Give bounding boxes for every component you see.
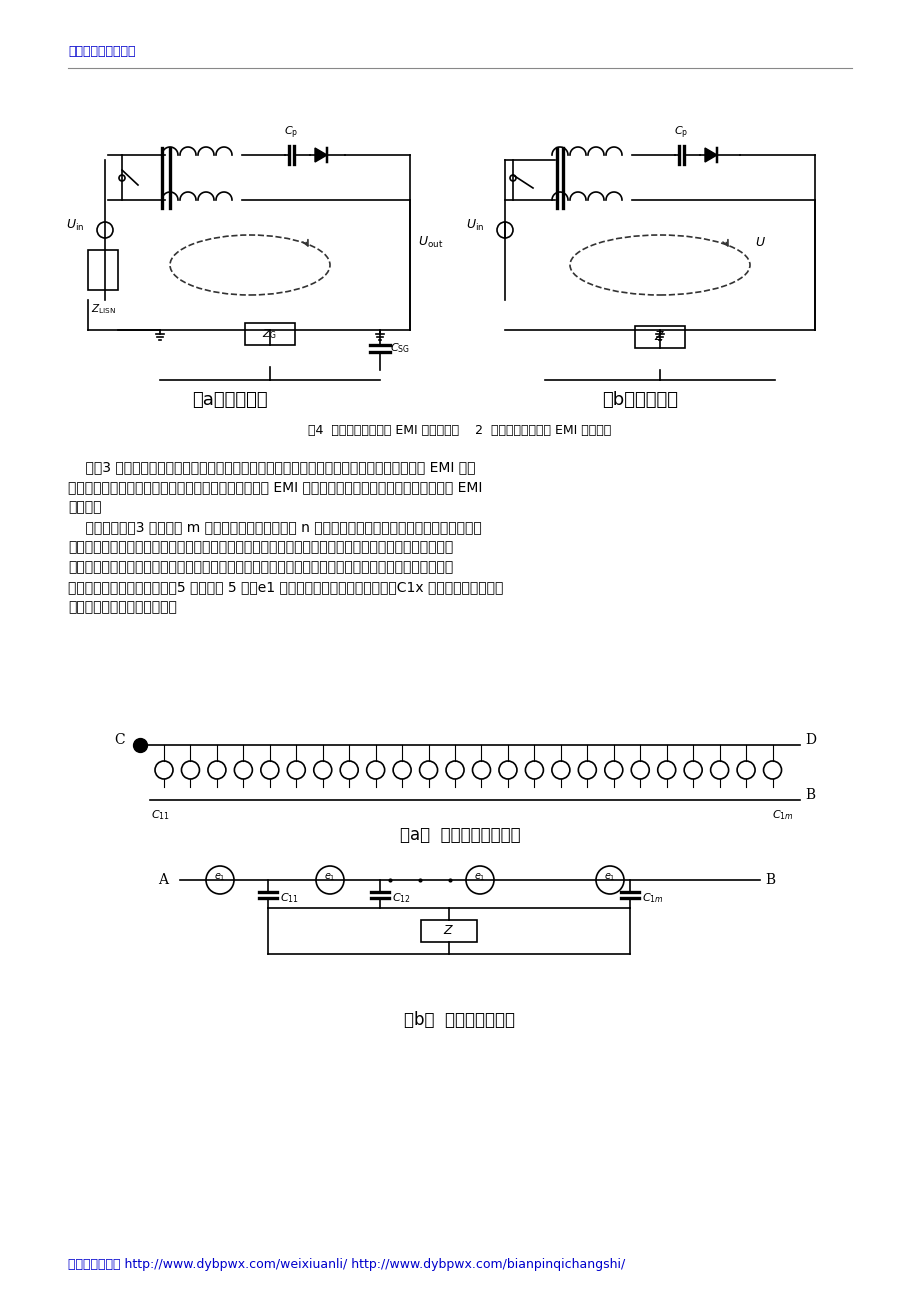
Text: $Z_{\rm LISN}$: $Z_{\rm LISN}$ bbox=[90, 302, 115, 316]
Bar bbox=[421, 921, 476, 943]
Text: $e_1$: $e_1$ bbox=[214, 871, 225, 883]
Text: $U_{\rm out}$: $U_{\rm out}$ bbox=[417, 234, 443, 250]
Text: 组与二次绕组间的寄生电容。: 组与二次绕组间的寄生电容。 bbox=[68, 600, 176, 615]
Text: $Z_{\rm G}$: $Z_{\rm G}$ bbox=[262, 327, 278, 341]
Text: $Z$: $Z$ bbox=[443, 924, 454, 937]
Text: $C_{12}$: $C_{12}$ bbox=[391, 891, 411, 905]
Text: $e_1$: $e_1$ bbox=[323, 871, 335, 883]
Text: A: A bbox=[158, 874, 168, 887]
Text: $U_{\rm in}$: $U_{\rm in}$ bbox=[465, 217, 483, 233]
Text: 设一次绕组有3 层，每层 m 匝，二次绕组仅一层，为 n 匝。当变压器磁芯中的磁通发生变化，便会同: 设一次绕组有3 层，每层 m 匝，二次绕组仅一层，为 n 匝。当变压器磁芯中的磁… bbox=[68, 519, 482, 534]
Text: 要原因，故以下主要分析这两层间分布电容对共模传导 EMI 的影响，忽略变压器其他绕组对共模传导 EMI: 要原因，故以下主要分析这两层间分布电容对共模传导 EMI 的影响，忽略变压器其他… bbox=[68, 480, 482, 493]
Text: 图4  变压器中共模传导 EMI 的流通回路    2  变压器中共模传导 EMI 数学模型: 图4 变压器中共模传导 EMI 的流通回路 2 变压器中共模传导 EMI 数学模… bbox=[308, 423, 611, 436]
Bar bbox=[88, 250, 118, 290]
Text: $C_{1m}$: $C_{1m}$ bbox=[771, 809, 793, 822]
Text: 势为零和仅二次绕组有感应电动势、一次绕组电动势为零两种情况的叠加。仅一次绕组有感应电动势、二: 势为零和仅二次绕组有感应电动势、一次绕组电动势为零两种情况的叠加。仅一次绕组有感… bbox=[68, 560, 453, 574]
Text: $C_{\rm SG}$: $C_{\rm SG}$ bbox=[390, 341, 410, 355]
Text: 时在一次侧和次级产生感应电动势。根据叠加定理，可认为这是仅一次绕组有感应电动势、二次绕组电动: 时在一次侧和次级产生感应电动势。根据叠加定理，可认为这是仅一次绕组有感应电动势、… bbox=[68, 540, 453, 553]
Text: B: B bbox=[804, 788, 814, 802]
Text: $C_{1m}$: $C_{1m}$ bbox=[641, 891, 663, 905]
Text: B: B bbox=[765, 874, 775, 887]
Text: 的影响。: 的影响。 bbox=[68, 500, 101, 514]
Text: 以图3 所示的变压器为例，最上层一次绕组与二次绕组间的寄生电容最大，是产生共模传导 EMI 的主: 以图3 所示的变压器为例，最上层一次绕组与二次绕组间的寄生电容最大，是产生共模传… bbox=[68, 460, 475, 474]
Bar bbox=[634, 326, 685, 348]
Text: （a）流通回路: （a）流通回路 bbox=[192, 391, 267, 409]
Text: C: C bbox=[114, 733, 125, 747]
Text: 次绕组电动势为零的情况如图5 所示。图 5 中：e1 为每匝一次绕组的感应电动势；C1x 为一匝最外层一次绕: 次绕组电动势为零的情况如图5 所示。图 5 中：e1 为每匝一次绕组的感应电动势… bbox=[68, 579, 503, 594]
Text: D: D bbox=[804, 733, 815, 747]
Text: （a）  变压器内部结构图: （a） 变压器内部结构图 bbox=[399, 825, 520, 844]
Text: （b）  交流等效电路图: （b） 交流等效电路图 bbox=[404, 1010, 515, 1029]
Text: （b）简化回路: （b）简化回路 bbox=[601, 391, 677, 409]
Text: $C_{11}$: $C_{11}$ bbox=[151, 809, 169, 822]
Bar bbox=[244, 323, 295, 345]
Text: $e_1$: $e_1$ bbox=[604, 871, 615, 883]
Polygon shape bbox=[314, 148, 326, 161]
Text: $C_{\rm p}$: $C_{\rm p}$ bbox=[284, 125, 298, 141]
Text: $U_{\rm in}$: $U_{\rm in}$ bbox=[66, 217, 84, 233]
Text: 东营二手变频器回收: 东营二手变频器回收 bbox=[68, 46, 135, 59]
Text: 东营二手变频器 http://www.dybpwx.com/weixiuanli/ http://www.dybpwx.com/bianpinqichangsh: 东营二手变频器 http://www.dybpwx.com/weixiuanli… bbox=[68, 1258, 625, 1271]
Text: $U$: $U$ bbox=[754, 236, 766, 249]
Text: $C_{11}$: $C_{11}$ bbox=[279, 891, 299, 905]
Polygon shape bbox=[704, 148, 716, 161]
Text: $e_1$: $e_1$ bbox=[473, 871, 485, 883]
Text: $C_{\rm p}$: $C_{\rm p}$ bbox=[673, 125, 687, 141]
Text: $Z$: $Z$ bbox=[653, 331, 664, 344]
